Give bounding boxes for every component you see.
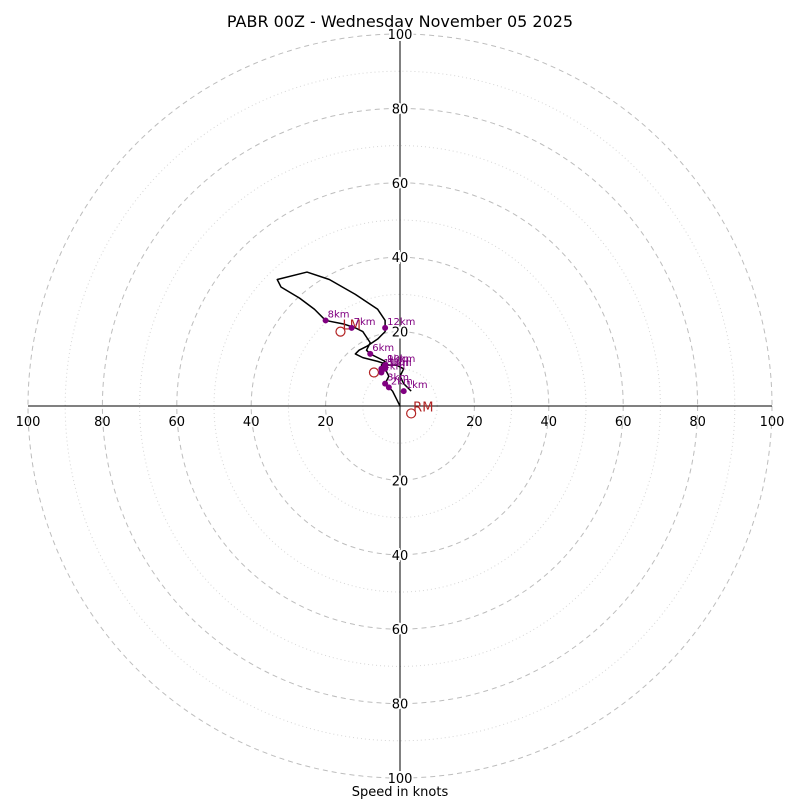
height-label: 2km	[391, 376, 413, 387]
height-label: 5km	[387, 358, 409, 369]
tick-labels: 20 20 20 20 40 40 40 40 60 60 60 60 80 80 80 80 100 100 10…	[16, 26, 785, 789]
y-tick-label: 100	[388, 772, 413, 787]
height-label: 8km	[328, 309, 350, 320]
storm-motion-marker	[335, 326, 346, 337]
y-tick-label: 60	[392, 177, 409, 192]
x-tick-label: 100	[16, 415, 41, 430]
hodograph-series: LMRM1km2km3km4km5km6km7km8km9km10km11km1…	[276, 271, 433, 419]
height-point	[348, 324, 355, 331]
y-tick-label: 20	[392, 326, 409, 341]
height-label: 3km	[387, 373, 409, 384]
height-label: 4km	[383, 362, 405, 373]
y-tick-label: 20	[392, 474, 409, 489]
height-point	[385, 384, 392, 391]
x-tick-label: 40	[541, 415, 558, 430]
height-label: 7km	[354, 317, 376, 328]
height-point	[378, 365, 385, 372]
y-tick-label: 40	[392, 549, 409, 564]
x-tick-label: 20	[466, 415, 483, 430]
height-label: 9km	[387, 354, 409, 365]
height-point	[382, 362, 389, 369]
x-tick-label: 40	[243, 415, 260, 430]
x-tick-label: 60	[169, 415, 186, 430]
height-point	[400, 388, 407, 395]
y-tick-label: 80	[392, 698, 409, 713]
x-tick-label: 100	[760, 415, 785, 430]
height-point	[322, 317, 329, 324]
storm-motion-marker	[406, 408, 417, 419]
x-tick-label: 80	[689, 415, 706, 430]
x-tick-label: 60	[615, 415, 632, 430]
x-axis-label: Speed in knots	[352, 785, 449, 800]
height-label: 10km	[387, 354, 415, 365]
storm-motion-marker	[368, 367, 380, 378]
height-point	[382, 324, 389, 331]
x-tick-label: 20	[317, 415, 334, 430]
chart-title: PABR 00Z - Wednesday November 05 2025	[227, 12, 573, 31]
height-label: 11km	[383, 358, 411, 369]
x-tick-label: 80	[94, 415, 111, 430]
height-point	[382, 380, 389, 387]
height-point	[367, 350, 374, 357]
y-tick-label: 100	[388, 28, 413, 43]
y-tick-label: 80	[392, 102, 409, 117]
height-label: 6km	[372, 343, 394, 354]
y-tick-label: 60	[392, 623, 409, 638]
storm-motion-label: RM	[413, 400, 433, 415]
height-label: 1km	[406, 380, 428, 391]
y-tick-label: 40	[392, 251, 409, 266]
height-label: 12km	[387, 317, 415, 328]
